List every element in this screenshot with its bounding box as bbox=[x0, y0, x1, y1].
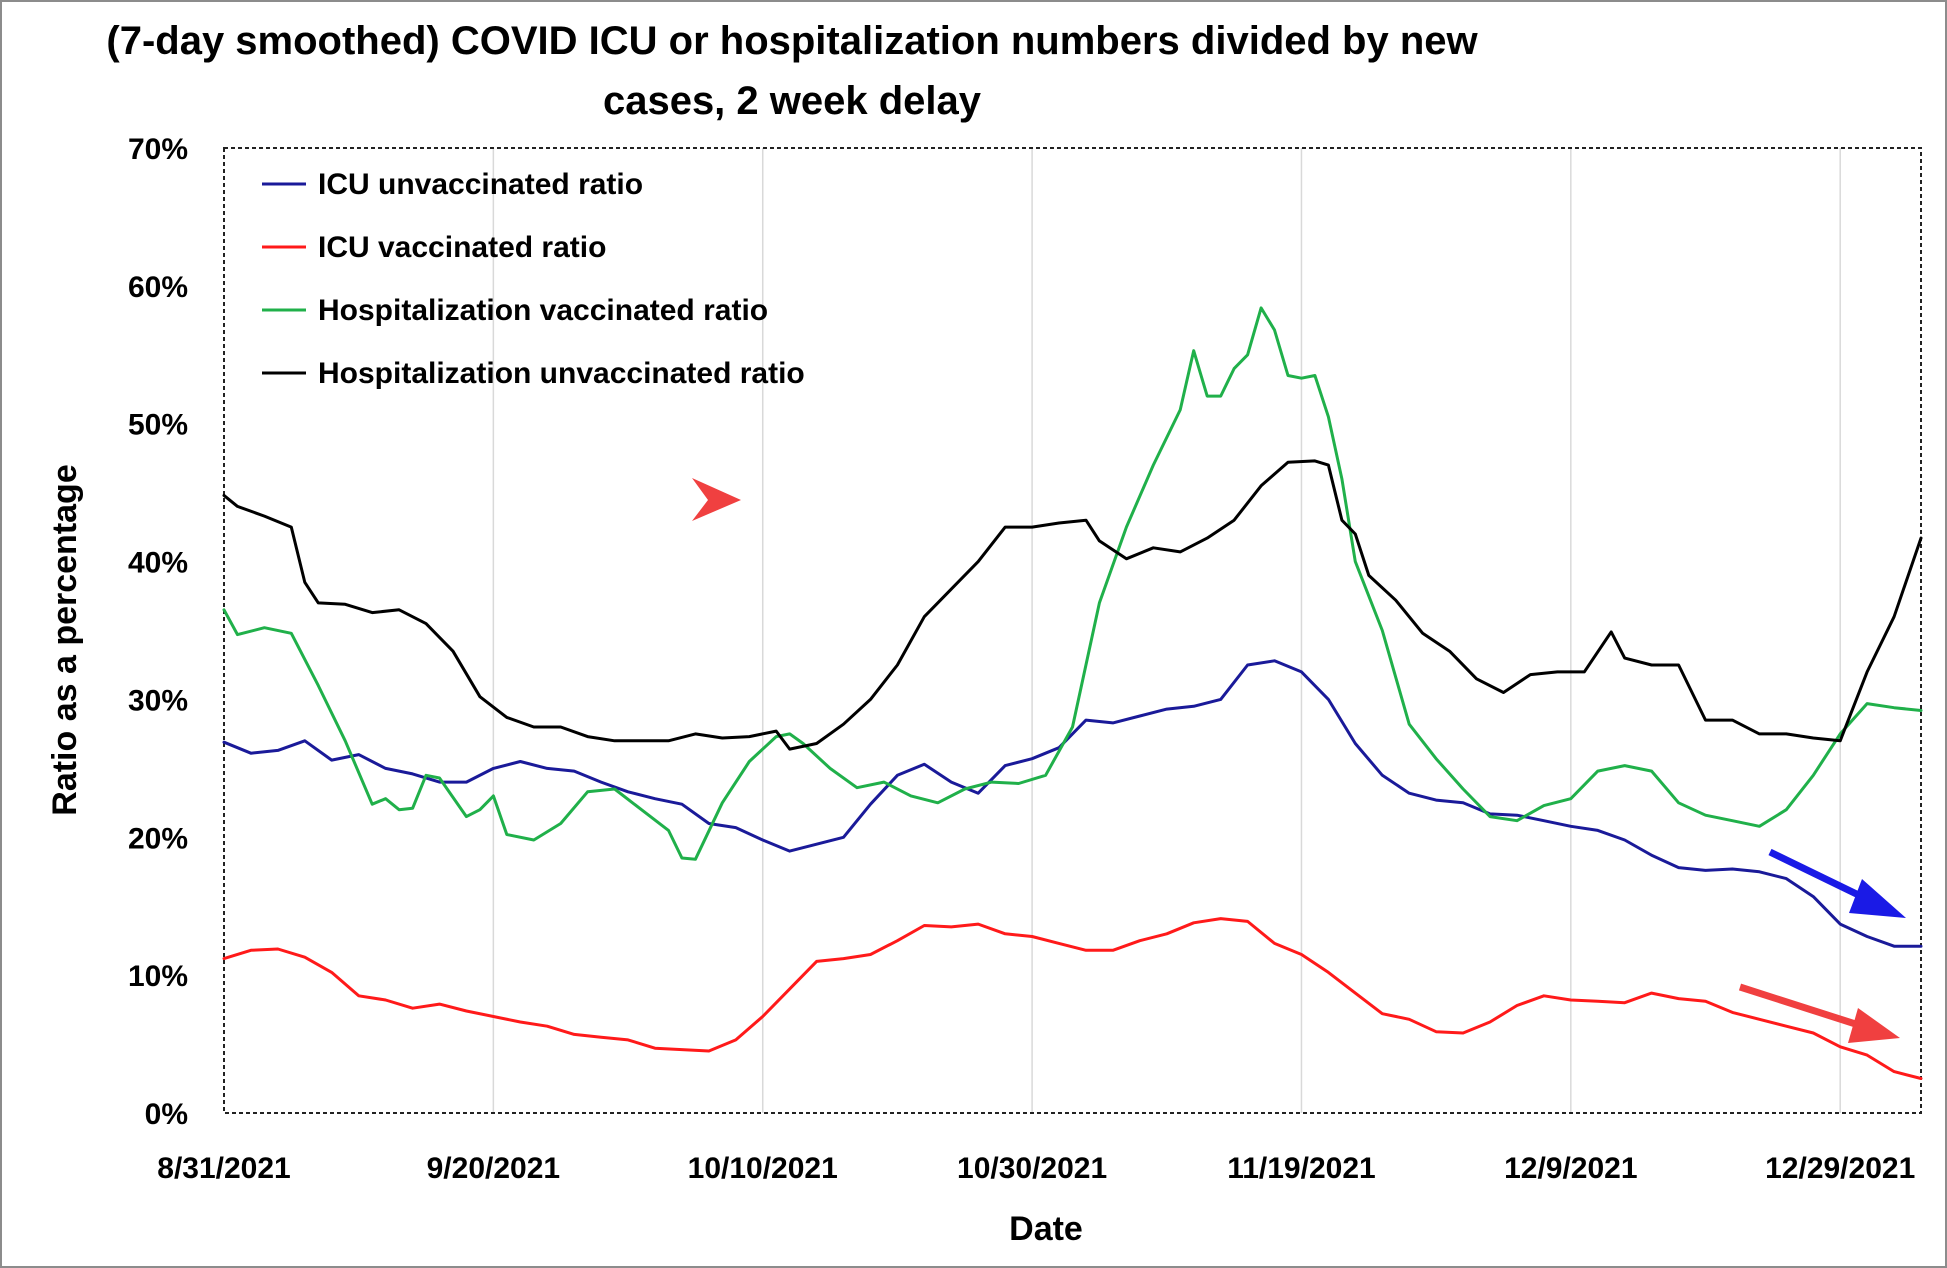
y-tick-label: 40% bbox=[128, 547, 188, 580]
x-tick-label: 10/30/2021 bbox=[957, 1152, 1107, 1185]
x-axis-ticks: 8/31/2021 9/20/2021 10/10/2021 10/30/2021 11… bbox=[157, 1152, 1915, 1185]
series-line-hospitalization-unvaccinated-ratio bbox=[222, 459, 1923, 751]
chart-title-line-2: cases, 2 week delay bbox=[603, 79, 982, 123]
legend-label: Hospitalization unvaccinated ratio bbox=[318, 357, 805, 390]
legend: ICU unvaccinated ratio ICU vaccinated rat… bbox=[262, 168, 805, 390]
x-tick-label: 9/20/2021 bbox=[427, 1152, 560, 1185]
y-tick-label: 20% bbox=[128, 822, 188, 855]
blue-trend-arrow-icon bbox=[1768, 848, 1906, 918]
x-tick-label: 11/19/2021 bbox=[1227, 1152, 1376, 1185]
red-arrowhead-icon bbox=[692, 478, 741, 521]
series-line-icu-unvaccinated-ratio bbox=[222, 659, 1923, 948]
x-tick-label: 10/10/2021 bbox=[688, 1152, 838, 1185]
x-tick-label: 8/31/2021 bbox=[157, 1152, 290, 1185]
chart-title-line-1: (7-day smoothed) COVID ICU or hospitaliz… bbox=[106, 19, 1478, 63]
series-line-icu-vaccinated-ratio bbox=[222, 917, 1923, 1080]
legend-label: ICU vaccinated ratio bbox=[318, 231, 606, 264]
y-tick-label: 30% bbox=[128, 684, 188, 717]
legend-label: Hospitalization vaccinated ratio bbox=[318, 294, 768, 327]
x-tick-label: 12/29/2021 bbox=[1765, 1152, 1915, 1185]
y-axis-label: Ratio as a percentage bbox=[46, 464, 84, 815]
y-tick-label: 10% bbox=[128, 960, 188, 993]
y-tick-label: 70% bbox=[128, 133, 188, 166]
series-line-hospitalization-vaccinated-ratio bbox=[222, 306, 1923, 861]
plot-area bbox=[223, 147, 1922, 1114]
legend-label: ICU unvaccinated ratio bbox=[318, 168, 643, 201]
y-tick-label: 60% bbox=[128, 271, 188, 304]
red-trend-arrow-icon bbox=[1738, 983, 1900, 1043]
series-lines bbox=[222, 306, 1923, 1080]
gridlines bbox=[492, 148, 1841, 1113]
y-tick-label: 50% bbox=[128, 409, 188, 442]
x-axis-label: Date bbox=[1009, 1210, 1083, 1248]
x-tick-label: 12/9/2021 bbox=[1504, 1152, 1637, 1185]
y-axis-ticks: 0% 10% 20% 30% 40% 50% 60% 70% bbox=[128, 133, 188, 1131]
y-tick-label: 0% bbox=[145, 1098, 188, 1131]
